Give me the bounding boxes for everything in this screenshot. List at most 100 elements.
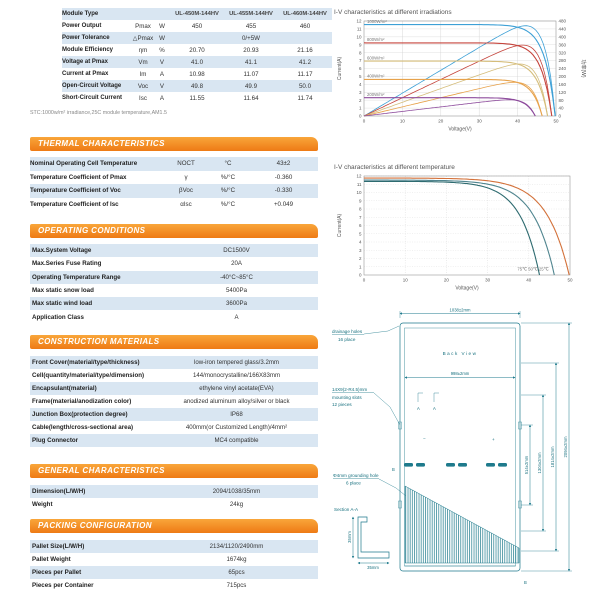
spec-symbol: γ <box>184 173 188 181</box>
iv-irradiance-chart: 0 10 20 30 40 5001234567891011120408012016020… <box>337 19 587 133</box>
spec-value: -40°C~85°C <box>220 273 253 281</box>
spec-row: Open-Circuit Voltage Voc V 49.8 49.9 50.0 <box>62 80 332 92</box>
spec-label: Encapsulant(material) <box>32 384 97 392</box>
spec-value: 11.64 <box>243 94 259 102</box>
spec-label: Application Class <box>32 313 84 321</box>
spec-value: 0/+5W <box>241 34 261 42</box>
spec-value: 11.17 <box>297 70 313 78</box>
plot-frame <box>363 175 571 276</box>
b-mark-bottom: B <box>524 580 527 585</box>
spec-value: UL-455M-144HV <box>229 11 273 17</box>
connector <box>458 463 467 467</box>
spec-label: Weight <box>32 500 53 508</box>
spec-row: Voltage at Pmax Vm V 41.0 41.1 41.2 <box>62 56 332 68</box>
spec-label: Front Cover(material/type/thickness) <box>32 358 140 366</box>
spec-value: 1674kg <box>226 555 247 563</box>
spec-label: Short-Circuit Current <box>62 95 122 101</box>
spec-label: Max static snow load <box>32 287 94 295</box>
series-label: 1000W/m² <box>367 19 387 24</box>
iv-curve <box>364 177 570 276</box>
operating-section-header: OPERATING CONDITIONS <box>30 224 318 238</box>
packing-table: Pallet Size(L/W/H) 2134/1120/2490mm Pallet… <box>30 539 318 592</box>
panel-outline <box>399 322 521 572</box>
y-tick-label: 2 <box>359 256 362 261</box>
grounding-label-1: Φ4mm grounding hole <box>333 473 379 478</box>
spec-symbol: △Pmax <box>132 34 154 42</box>
spec-row: Encapsulant(material) ethylene vinyl acet… <box>30 381 318 395</box>
spec-label: Pallet Size(L/W/H) <box>32 542 85 550</box>
x-tick-label: 50 <box>553 119 559 124</box>
spec-row: Module Efficiency ηm% 20.70 20.93 21.16 <box>62 44 332 56</box>
hatched-area <box>404 485 520 564</box>
spec-row: Power Output Pmax W 450 455 460 <box>62 20 332 32</box>
spec-row: Max.System Voltage DC1500V <box>30 244 318 258</box>
y2-tick-label: 40 <box>559 106 565 111</box>
back-view-label: Back View <box>443 351 478 356</box>
y-tick-label: 11 <box>357 27 362 32</box>
drainage-label-2: 16 place <box>338 337 356 342</box>
spec-row: Max static snow load 5400Pa <box>30 284 318 297</box>
x-tick-label: 30 <box>485 278 491 283</box>
y-tick-label: 4 <box>359 240 362 245</box>
spec-value: 10.98 <box>189 70 205 78</box>
y-tick-label: 12 <box>356 19 362 24</box>
section-mark <box>433 392 439 402</box>
spec-label: Current at Pmax <box>62 71 109 77</box>
y2-tick-label: 360 <box>559 42 567 47</box>
spec-value: 11.55 <box>189 94 205 102</box>
b-mark-left: B <box>392 467 395 472</box>
spec-row: Max static wind load 3600Pa <box>30 297 318 311</box>
y2-tick-label: 400 <box>559 34 567 39</box>
spec-unit: % <box>159 46 165 54</box>
plus-terminal-label: + <box>492 437 495 442</box>
leader-line <box>363 325 400 335</box>
spec-label: Pallet Weight <box>32 555 71 563</box>
spec-value: +0.049 <box>273 200 294 208</box>
construction-table: Front Cover(material/type/thickness) low-… <box>30 355 318 447</box>
y2-tick-label: 480 <box>559 19 567 24</box>
y-axis-title: Current(A) <box>337 56 343 80</box>
spec-value: -0.360 <box>274 173 293 181</box>
plot-frame <box>363 20 557 117</box>
section-a-mark-label2: A <box>433 406 436 411</box>
spec-value: 65pcs <box>228 568 245 576</box>
x-tick-label: 10 <box>400 119 406 124</box>
spec-row: Frame(material/anodization color) anodize… <box>30 395 318 408</box>
x-tick-label: 30 <box>477 119 483 124</box>
spec-value: 41.2 <box>298 58 312 66</box>
pv-curve <box>363 99 536 117</box>
spec-symbol: NOCT <box>177 160 195 168</box>
packing-section-header: PACKING CONFIGURATION <box>30 518 318 533</box>
spec-value: 20.70 <box>189 46 205 54</box>
spec-symbol: Im <box>139 70 147 78</box>
spec-label: Junction Box(protection degree) <box>32 410 128 418</box>
y-tick-label: 3 <box>359 248 362 253</box>
spec-value: ethylene vinyl acetate(EVA) <box>199 384 274 392</box>
spec-unit: %/°C <box>220 187 236 195</box>
spec-label: Nominal Operating Cell Temperature <box>30 160 138 168</box>
connector <box>404 463 413 467</box>
y2-tick-label: 80 <box>559 98 565 103</box>
y2-axis-title: 功率(W) <box>580 59 587 77</box>
spec-value: UL-450M-144HV <box>175 11 219 17</box>
section-height-label: 35mm <box>347 531 352 543</box>
thermal-section-header: THERMAL CHARACTERISTICS <box>30 137 318 151</box>
spec-value: 11.74 <box>297 94 313 102</box>
grounding-label-2: 6 place <box>346 481 361 486</box>
temperature-chart-title: I-V characteristics at different tempera… <box>334 164 455 171</box>
spec-label: Operating Temperature Range <box>32 273 121 281</box>
spec-value: 460 <box>299 22 311 30</box>
y2-tick-label: 200 <box>559 74 567 79</box>
iv-curve <box>364 78 543 117</box>
spec-symbol: Isc <box>139 94 147 102</box>
spec-unit: °C <box>224 160 232 168</box>
iv-curve <box>364 24 556 117</box>
y-tick-label: 12 <box>356 174 362 179</box>
spec-label: Pieces per Container <box>32 581 94 589</box>
x-axis-title: Voltage(V) <box>455 286 479 292</box>
spec-label: Module Type <box>62 11 99 17</box>
spec-label: Frame(material/anodization color) <box>32 397 132 405</box>
x-tick-label: 0 <box>363 278 366 283</box>
x-axis-title: Voltage(V) <box>448 127 472 133</box>
y-tick-label: 0 <box>359 273 362 278</box>
